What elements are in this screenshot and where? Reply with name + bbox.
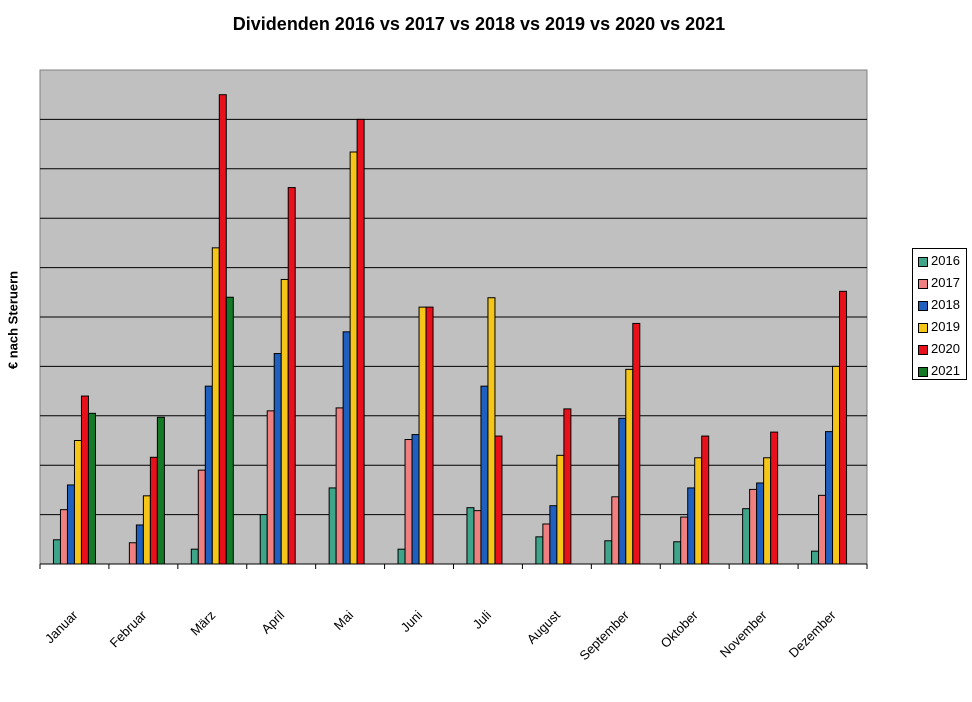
bar-2020-Oktober <box>701 435 710 565</box>
legend-swatch <box>918 345 928 355</box>
x-tick-label: Mai <box>331 607 356 632</box>
bar-2017-Juni <box>404 439 413 565</box>
bar-2019-Februar <box>142 495 151 565</box>
bar-2017-Februar <box>128 542 137 565</box>
legend-swatch <box>918 301 928 311</box>
legend-label: 2017 <box>931 275 960 290</box>
legend-label: 2019 <box>931 319 960 334</box>
bar-2020-September <box>632 322 641 565</box>
bar-2018-Januar <box>66 484 75 565</box>
bar-2020-Mai <box>356 118 365 565</box>
bars <box>52 94 848 565</box>
x-tick-label: August <box>524 607 563 646</box>
bar-2018-November <box>756 482 765 565</box>
bar-2020-Juli <box>494 435 503 565</box>
bar-2016-Januar <box>52 539 61 565</box>
bar-2016-September <box>604 540 613 565</box>
bar-2017-September <box>611 496 620 565</box>
x-tick-label: November <box>717 607 770 660</box>
bar-2019-August <box>556 454 565 565</box>
bar-2020-Februar <box>149 456 158 565</box>
bar-2018-Juni <box>411 434 420 565</box>
legend-item-2016: 2016 <box>913 252 966 274</box>
legend: 2016 2017 2018 2019 2020 2021 <box>912 248 967 380</box>
bar-2019-September <box>625 368 634 565</box>
bar-2016-Juni <box>397 548 406 565</box>
bar-2021-Februar <box>156 416 165 565</box>
bar-2017-Januar <box>59 509 68 565</box>
bar-2017-Dezember <box>818 494 827 565</box>
bar-2017-November <box>749 488 758 565</box>
bar-2016-August <box>535 536 544 565</box>
legend-item-2018: 2018 <box>913 296 966 318</box>
x-tick-label: Oktober <box>658 607 702 651</box>
bar-2017-August <box>542 523 551 565</box>
legend-swatch <box>918 367 928 377</box>
bar-2020-März <box>218 94 227 565</box>
x-tick-label: Februar <box>107 607 150 650</box>
bar-2016-Mai <box>328 487 337 565</box>
bar-2020-Dezember <box>839 290 848 565</box>
bar-2018-März <box>204 385 213 565</box>
legend-swatch <box>918 257 928 267</box>
x-tick-label: März <box>187 608 218 639</box>
legend-item-2020: 2020 <box>913 340 966 362</box>
x-tick-label: Juni <box>398 607 426 635</box>
bar-2021-Januar <box>87 412 96 565</box>
bar-2019-Januar <box>73 440 82 565</box>
x-axis <box>39 563 868 569</box>
legend-item-2021: 2021 <box>913 362 966 384</box>
bar-2016-März <box>190 548 199 565</box>
legend-label: 2016 <box>931 253 960 268</box>
bar-2020-August <box>563 408 572 565</box>
bar-2017-Oktober <box>680 516 689 565</box>
x-tick-label: September <box>576 607 632 663</box>
bar-2017-Juli <box>473 510 482 565</box>
bar-2018-August <box>549 505 558 565</box>
bar-2020-Juni <box>425 306 434 565</box>
legend-swatch <box>918 323 928 333</box>
bar-2016-Oktober <box>673 541 682 565</box>
bar-2018-Juli <box>480 385 489 565</box>
bar-2020-Januar <box>80 395 89 565</box>
x-tick-label: Dezember <box>786 607 839 660</box>
bar-2016-November <box>742 508 751 565</box>
bar-2019-Mai <box>349 151 358 565</box>
bar-2019-März <box>211 247 220 565</box>
bar-2016-Dezember <box>811 550 820 565</box>
gridlines <box>40 118 867 516</box>
bar-2016-Juli <box>466 507 475 565</box>
x-tick-label: April <box>258 607 287 636</box>
bar-2019-April <box>280 278 289 565</box>
legend-label: 2018 <box>931 297 960 312</box>
bar-2017-März <box>197 469 206 565</box>
bar-2018-April <box>273 353 282 565</box>
bar-2020-November <box>770 431 779 565</box>
legend-item-2019: 2019 <box>913 318 966 340</box>
bar-2019-Juli <box>487 297 496 565</box>
x-tick-labels: Januar Februar März April Mai Juni Juli August S… <box>42 607 839 663</box>
chart-title: Dividenden 2016 vs 2017 vs 2018 vs 2019 … <box>232 14 726 34</box>
bar-2018-Oktober <box>687 487 696 565</box>
bar-2021-März <box>225 296 234 565</box>
bar-2018-September <box>618 417 627 565</box>
legend-label: 2021 <box>931 363 960 378</box>
bar-2018-Mai <box>342 331 351 565</box>
bar-2018-Dezember <box>825 431 834 565</box>
bar-2019-Oktober <box>694 457 703 565</box>
bar-2020-April <box>287 187 296 565</box>
bar-2019-Juni <box>418 306 427 565</box>
bar-2017-April <box>266 410 275 565</box>
bar-2018-Februar <box>135 524 144 565</box>
bar-2019-Dezember <box>832 365 841 565</box>
x-tick-label: Juli <box>470 607 494 631</box>
bar-2016-April <box>259 514 268 565</box>
bar-2019-November <box>763 457 772 565</box>
x-tick-label: Januar <box>42 607 81 646</box>
legend-item-2017: 2017 <box>913 274 966 296</box>
legend-swatch <box>918 279 928 289</box>
legend-label: 2020 <box>931 341 960 356</box>
bar-2017-Mai <box>335 407 344 565</box>
